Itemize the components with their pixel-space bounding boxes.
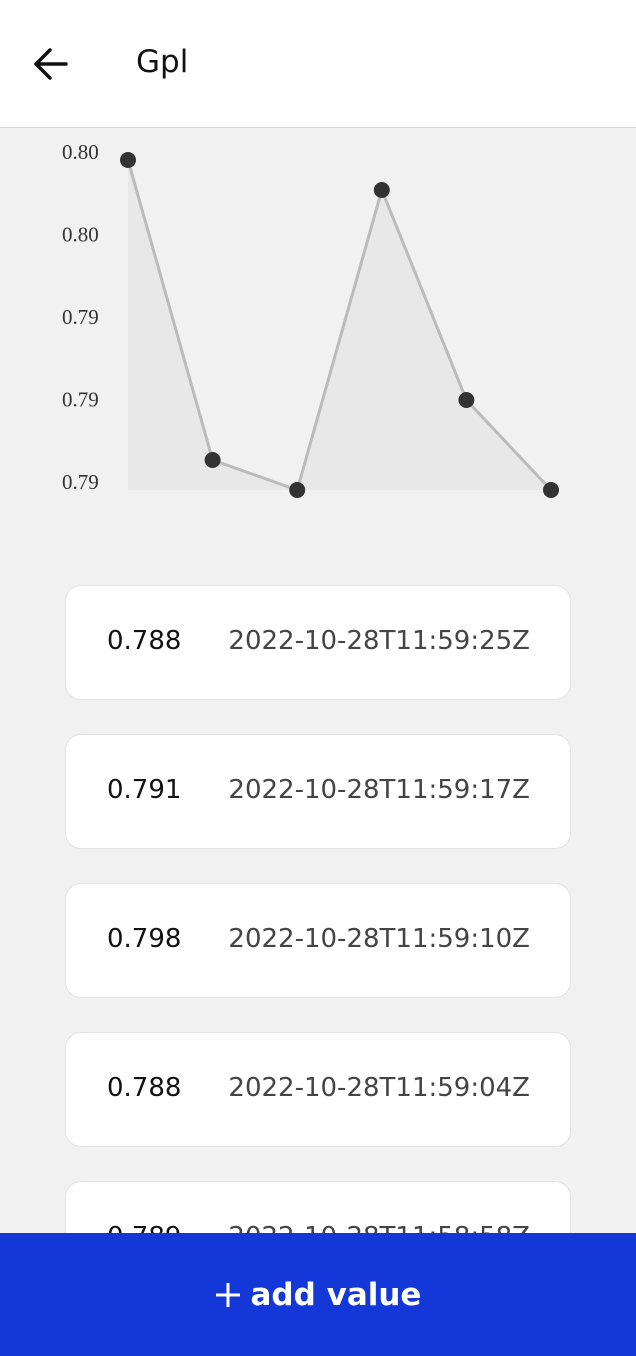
point: [543, 482, 559, 498]
entry-time: 2022-10-28T11:59:04Z: [228, 1073, 530, 1103]
y-tick-label: 0.79: [62, 305, 99, 329]
page-title: Gpl: [136, 44, 189, 80]
entry-card[interactable]: 0.788 2022-10-28T11:59:04Z: [65, 1032, 571, 1147]
entry-value: 0.798: [107, 924, 182, 954]
app-bar: Gpl: [0, 0, 636, 128]
chart: 0.79 0.79 0.79 0.80 0.80: [62, 140, 559, 498]
area: [128, 160, 551, 490]
point: [373, 182, 390, 198]
button-label: add value: [250, 1276, 422, 1313]
entry-card[interactable]: 0.798 2022-10-28T11:59:10Z: [65, 883, 571, 998]
entry-time: 2022-10-28T11:59:25Z: [228, 626, 530, 656]
point: [204, 452, 221, 468]
y-tick-label: 0.79: [62, 387, 99, 411]
point: [458, 392, 475, 408]
y-tick-label: 0.80: [62, 140, 99, 164]
y-tick-label: 0.79: [62, 470, 99, 494]
entry-time: 2022-10-28T11:59:17Z: [228, 775, 530, 805]
entry-value: 0.788: [107, 1073, 182, 1103]
entry-value: 0.791: [107, 775, 182, 805]
entry-card[interactable]: 0.788 2022-10-28T11:59:25Z: [65, 585, 571, 700]
add-value-button[interactable]: add value: [0, 1233, 636, 1356]
point: [289, 482, 306, 498]
entry-time: 2022-10-28T11:59:10Z: [228, 924, 530, 954]
back-button[interactable]: [30, 44, 70, 84]
entry-card[interactable]: 0.791 2022-10-28T11:59:17Z: [65, 734, 571, 849]
plus-icon: [215, 1282, 240, 1307]
y-tick-label: 0.80: [62, 222, 99, 246]
entry-value: 0.788: [107, 626, 182, 656]
value-list: 0.788 2022-10-28T11:59:25Z 0.791 2022-10-28…: [65, 585, 571, 1330]
point: [120, 152, 136, 168]
line: [126, 159, 553, 492]
